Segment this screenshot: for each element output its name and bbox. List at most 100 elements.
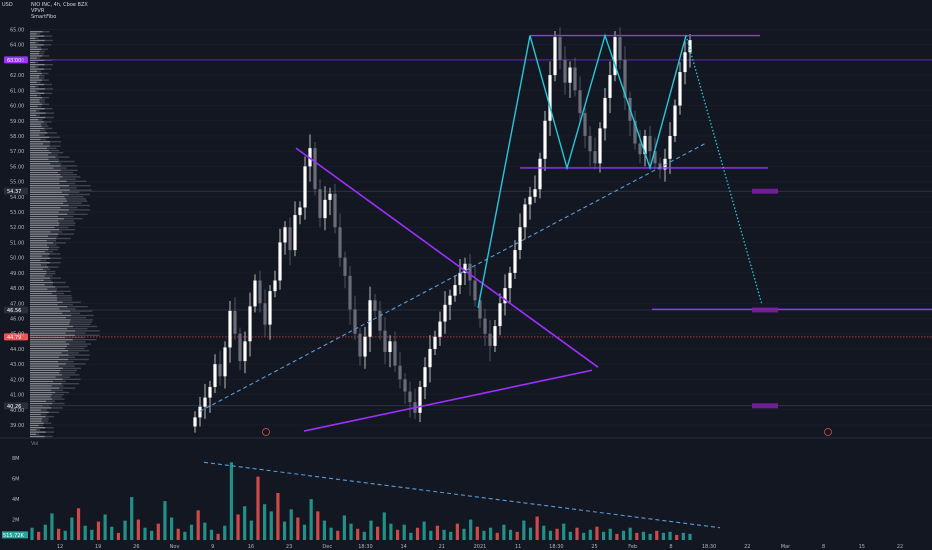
triangle-lower-line bbox=[303, 369, 593, 432]
profile-bar bbox=[30, 244, 48, 246]
profile-bar bbox=[45, 427, 54, 429]
profile-bar bbox=[30, 301, 63, 303]
price-badge-label: 46.56 bbox=[7, 308, 21, 314]
profile-bar bbox=[30, 145, 50, 147]
profile-bar bbox=[44, 35, 53, 37]
profile-bar bbox=[30, 284, 45, 286]
level-tag bbox=[752, 403, 778, 409]
time-tick-label: Feb bbox=[628, 544, 637, 550]
candle-body bbox=[588, 135, 592, 152]
profile-bar bbox=[58, 215, 74, 218]
candle-body bbox=[623, 59, 627, 98]
price-badge bbox=[4, 56, 28, 64]
profile-bar bbox=[30, 420, 42, 422]
price-axis[interactable]: 39.00 40.00 41.00 42.00 43.00 44.00 45.00 46.00… bbox=[2, 27, 28, 539]
profile-bar bbox=[30, 39, 45, 42]
volume-bar bbox=[588, 529, 592, 540]
profile-bar bbox=[66, 180, 87, 182]
profile-bar bbox=[30, 242, 53, 244]
profile-bar bbox=[36, 57, 41, 59]
profile-bar bbox=[37, 70, 41, 72]
profile-bar bbox=[30, 407, 52, 409]
profile-bar bbox=[30, 198, 67, 200]
profile-bar bbox=[30, 433, 36, 435]
profile-bar bbox=[59, 222, 76, 224]
candle-body bbox=[578, 90, 582, 114]
candle-body bbox=[508, 272, 512, 289]
candle-body bbox=[353, 309, 357, 334]
profile-bar bbox=[66, 200, 88, 202]
indicator-smartfibo[interactable]: SmartFibo bbox=[31, 14, 57, 20]
profile-bar bbox=[59, 372, 76, 374]
profile-bar bbox=[30, 81, 37, 83]
profile-bar bbox=[30, 125, 42, 127]
volume-bar bbox=[309, 499, 313, 540]
profile-bar bbox=[40, 413, 47, 416]
candle-body bbox=[448, 295, 452, 305]
profile-bar bbox=[30, 138, 41, 141]
profile-bar bbox=[37, 105, 42, 108]
price-levels: 63.00 54.37 46.56 44.79 40.26 bbox=[4, 56, 932, 410]
profile-bar bbox=[30, 200, 67, 202]
profile-bar bbox=[48, 158, 59, 160]
profile-bar bbox=[30, 240, 47, 242]
profile-bar bbox=[30, 273, 47, 275]
profile-bar bbox=[40, 264, 47, 266]
volume-tick-label: 6M bbox=[12, 477, 20, 483]
profile-bar bbox=[30, 37, 36, 39]
profile-bar bbox=[30, 257, 51, 259]
time-axis[interactable]: 12 19 26 Nov 9 16 23 Dec 18:30 14 21 2021 11 18:30 25 F… bbox=[57, 544, 903, 550]
profile-bar bbox=[51, 385, 64, 387]
profile-bar bbox=[30, 169, 61, 171]
profile-bar bbox=[50, 163, 62, 165]
profile-bar bbox=[50, 231, 63, 233]
profile-bar bbox=[30, 391, 56, 394]
profile-bar bbox=[68, 354, 90, 356]
indicator-vpvr[interactable]: VPVR bbox=[31, 8, 45, 14]
profile-bar bbox=[30, 94, 38, 97]
event-marker bbox=[824, 428, 832, 436]
volume-bar bbox=[635, 532, 639, 540]
profile-bar bbox=[40, 259, 47, 262]
candle-body bbox=[253, 280, 257, 307]
volume-bar bbox=[548, 530, 553, 540]
profile-bar bbox=[30, 176, 63, 178]
profile-bar bbox=[30, 394, 52, 396]
profile-bar bbox=[46, 240, 57, 242]
profile-bar bbox=[52, 242, 66, 244]
profile-bar bbox=[30, 53, 39, 55]
time-tick-label: 23 bbox=[286, 544, 292, 550]
profile-bar bbox=[40, 130, 46, 132]
profile-bar bbox=[30, 361, 59, 363]
profile-bar bbox=[58, 220, 74, 222]
triangle-upper-line bbox=[295, 147, 599, 368]
profile-bar bbox=[30, 251, 45, 253]
volume-bar bbox=[103, 514, 107, 540]
profile-bar bbox=[30, 182, 60, 185]
profile-bar bbox=[30, 319, 71, 321]
profile-bar bbox=[30, 42, 36, 44]
profile-bar bbox=[69, 185, 91, 187]
profile-bar bbox=[72, 339, 97, 341]
profile-bar bbox=[30, 143, 44, 145]
profile-bar bbox=[30, 97, 43, 99]
volume-bar bbox=[615, 533, 619, 540]
volume-bar bbox=[163, 501, 167, 540]
profile-bar bbox=[30, 248, 49, 251]
profile-bar bbox=[30, 310, 71, 312]
profile-bar bbox=[67, 213, 88, 215]
profile-bar bbox=[47, 235, 58, 237]
candle-body bbox=[198, 406, 202, 418]
profile-bar bbox=[57, 303, 73, 306]
profile-bar bbox=[30, 427, 46, 429]
volume-bar bbox=[136, 519, 140, 540]
candle-body bbox=[368, 300, 372, 337]
price-badge-label: 63.00 bbox=[7, 58, 21, 64]
profile-bar bbox=[30, 372, 60, 374]
profile-bar bbox=[30, 215, 59, 218]
profile-bar bbox=[52, 398, 65, 400]
candle-body bbox=[458, 272, 462, 286]
candle-body bbox=[273, 280, 277, 292]
volume-bar bbox=[449, 531, 453, 540]
